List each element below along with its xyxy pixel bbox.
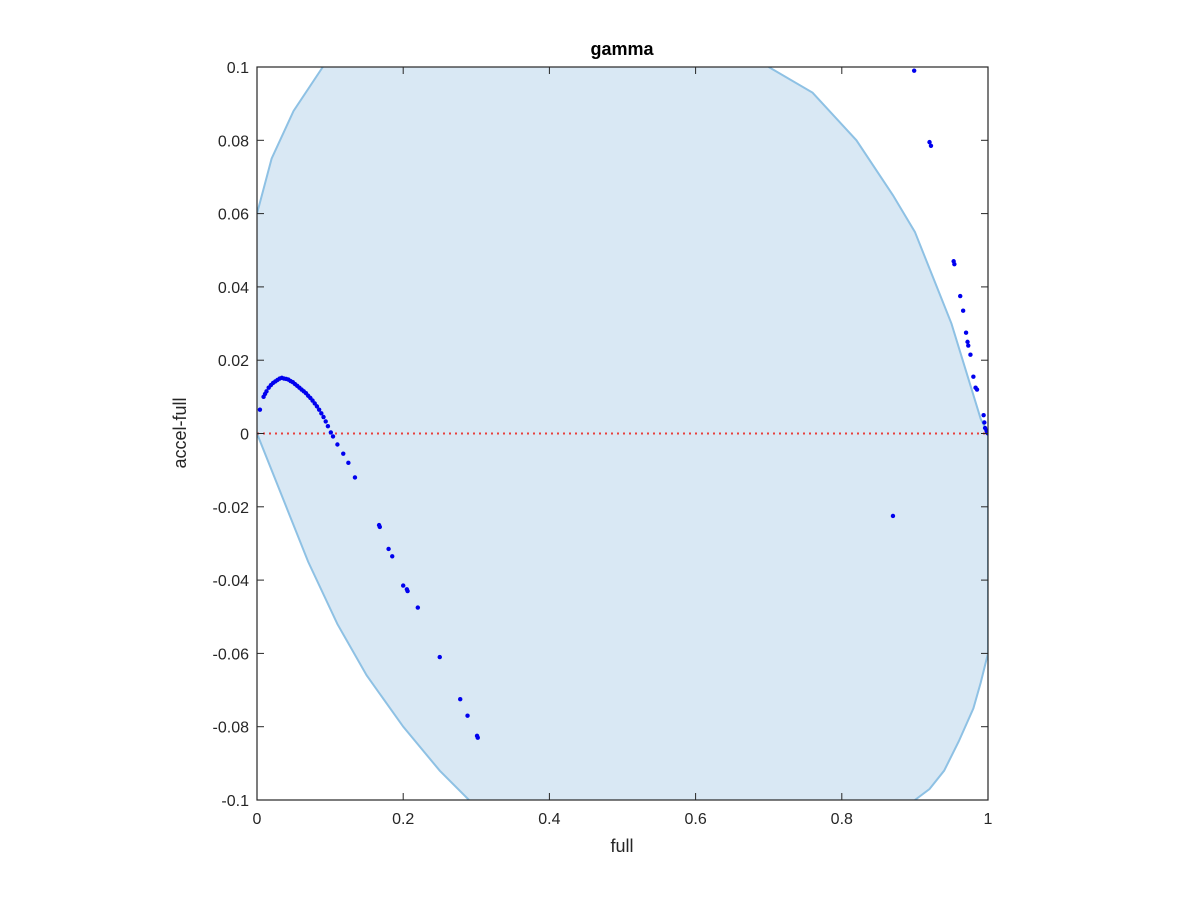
x-axis-label: full bbox=[610, 836, 633, 856]
data-point bbox=[335, 442, 340, 447]
y-tick-label: -0.04 bbox=[213, 573, 250, 590]
data-point bbox=[974, 387, 980, 392]
y-tick-label: 0.02 bbox=[218, 353, 249, 370]
region-boundary-right bbox=[768, 67, 988, 800]
data-point bbox=[927, 139, 932, 145]
data-point bbox=[386, 546, 391, 552]
axis-ticks-layer: 0 0.2 0.4 0.6 0.8 1 -0.1 -0.08 -0.06 -0.04 -0.02 0 0… bbox=[213, 60, 993, 828]
x-tick-label: 0 bbox=[253, 811, 262, 828]
data-point bbox=[981, 412, 986, 418]
data-point bbox=[437, 654, 442, 660]
data-point bbox=[405, 588, 410, 594]
data-point bbox=[390, 554, 395, 559]
data-point bbox=[314, 404, 320, 409]
data-point bbox=[458, 697, 463, 702]
shaded-region-layer bbox=[257, 67, 988, 800]
data-point bbox=[971, 374, 976, 379]
data-point bbox=[325, 423, 331, 429]
y-tick-label: -0.1 bbox=[221, 793, 249, 810]
y-tick-label: -0.08 bbox=[213, 720, 250, 737]
data-point bbox=[968, 352, 973, 357]
data-point bbox=[415, 605, 421, 610]
y-tick-label: 0.04 bbox=[218, 280, 249, 297]
data-point bbox=[316, 407, 322, 412]
x-tick-label: 0.2 bbox=[392, 811, 414, 828]
x-tick-label: 0.8 bbox=[831, 811, 853, 828]
y-tick-label: 0.08 bbox=[218, 133, 249, 150]
y-axis-label: accel-full bbox=[170, 397, 190, 468]
y-tick-label: 0 bbox=[240, 427, 249, 444]
y-tick-label: -0.02 bbox=[213, 500, 250, 517]
data-point bbox=[328, 430, 334, 435]
data-point bbox=[319, 411, 324, 416]
data-point bbox=[323, 419, 328, 424]
region-boundary-bottom-left bbox=[257, 433, 470, 800]
data-point bbox=[928, 143, 934, 148]
chart-title: gamma bbox=[590, 39, 654, 59]
data-point bbox=[401, 583, 406, 588]
x-tick-label: 1 bbox=[984, 811, 993, 828]
data-point bbox=[966, 343, 971, 348]
data-point bbox=[341, 451, 346, 456]
data-point bbox=[965, 339, 970, 345]
data-point bbox=[330, 434, 336, 439]
data-point bbox=[958, 293, 963, 299]
data-point bbox=[465, 713, 470, 718]
data-point bbox=[982, 420, 987, 425]
y-tick-label: -0.06 bbox=[213, 646, 250, 663]
x-tick-label: 0.6 bbox=[684, 811, 706, 828]
data-point bbox=[352, 475, 358, 480]
data-point bbox=[911, 68, 917, 73]
y-tick-label: 0.1 bbox=[227, 60, 249, 77]
data-point bbox=[890, 513, 896, 519]
data-point bbox=[475, 735, 480, 740]
data-point bbox=[963, 330, 969, 335]
x-tick-label: 0.4 bbox=[538, 811, 560, 828]
data-point bbox=[952, 261, 957, 267]
data-point bbox=[321, 414, 326, 420]
data-points-layer bbox=[257, 68, 988, 740]
y-tick-label: 0.06 bbox=[218, 207, 249, 224]
data-point bbox=[257, 407, 263, 412]
data-point bbox=[346, 460, 351, 466]
data-point bbox=[377, 524, 383, 530]
shaded-region-fill bbox=[257, 67, 988, 800]
region-boundary-top-left bbox=[257, 67, 324, 214]
data-point bbox=[960, 308, 966, 313]
data-point bbox=[264, 389, 269, 394]
